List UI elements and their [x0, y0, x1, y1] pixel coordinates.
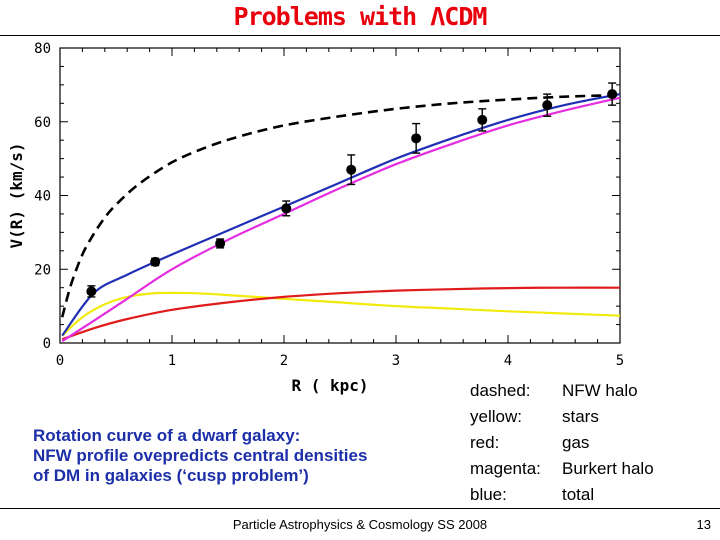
legend-key: yellow:: [470, 407, 522, 426]
legend-desc: NFW halo: [562, 381, 638, 400]
y-tick-label: 0: [43, 336, 51, 352]
data-point: [86, 286, 97, 297]
caption-line: Rotation curve of a dwarf galaxy:: [33, 426, 301, 445]
legend-key: red:: [470, 433, 500, 452]
series-line-nfw-halo: [60, 93, 621, 318]
legend-key: dashed:: [470, 381, 531, 400]
legend-desc: stars: [562, 407, 599, 426]
x-tick-label: 0: [56, 353, 64, 369]
legend-row-burkert: magenta: Burkert halo: [470, 456, 654, 482]
legend-key: magenta:: [470, 459, 541, 478]
x-axis-label: R ( kpc): [291, 376, 368, 395]
legend-row-gas: red: gas: [470, 430, 654, 456]
legend-key: blue:: [470, 485, 507, 504]
series-line-gas: [61, 286, 621, 341]
x-tick-label: 2: [280, 353, 288, 369]
legend-row-nfw: dashed: NFW halo: [470, 378, 654, 404]
series-line-burkert-halo: [61, 96, 621, 343]
y-tick-label: 20: [34, 262, 51, 278]
footer-rule: [0, 508, 720, 509]
data-point: [542, 100, 553, 111]
data-point: [281, 203, 292, 214]
footer-text: Particle Astrophysics & Cosmology SS 200…: [232, 517, 488, 532]
data-point: [215, 238, 226, 249]
legend-desc: gas: [562, 433, 590, 452]
page-number: 13: [696, 517, 711, 532]
legend-row-total: blue: total: [470, 482, 654, 508]
plot-frame: [59, 47, 621, 344]
data-point: [607, 89, 618, 100]
data-point: [477, 114, 488, 125]
series-line-stars: [61, 291, 621, 337]
x-tick-label: 5: [616, 353, 624, 369]
x-tick-label: 3: [392, 353, 400, 369]
legend-desc: Burkert halo: [562, 459, 654, 478]
caption-line: NFW profile ovepredicts central densitie…: [33, 446, 368, 465]
y-axis-label: V(R) (km/s): [7, 143, 26, 249]
y-tick-label: 80: [34, 41, 51, 57]
data-point: [150, 256, 161, 267]
data-point: [346, 164, 357, 175]
legend-desc: total: [562, 485, 595, 504]
rotation-curve-chart: 0 1 2 3 4 5 0 20 40 60 80 R ( kpc) V(R) (km/s): [7, 41, 624, 395]
series-line-total: [61, 93, 621, 337]
chart-caption: Rotation curve of a dwarf galaxy: NFW pr…: [33, 426, 453, 486]
legend-row-stars: yellow: stars: [470, 404, 654, 430]
y-tick-label: 40: [34, 189, 51, 205]
x-tick-label: 4: [504, 353, 512, 369]
legend: dashed: NFW halo yellow: stars red: gas …: [470, 378, 654, 508]
slide-title: Problems with ΛCDM: [233, 2, 488, 31]
data-point: [411, 133, 422, 144]
y-tick-label: 60: [34, 115, 51, 131]
x-tick-label: 1: [168, 353, 176, 369]
title-rule: [0, 35, 720, 36]
caption-line: of DM in galaxies (‘cusp problem’): [33, 466, 309, 485]
